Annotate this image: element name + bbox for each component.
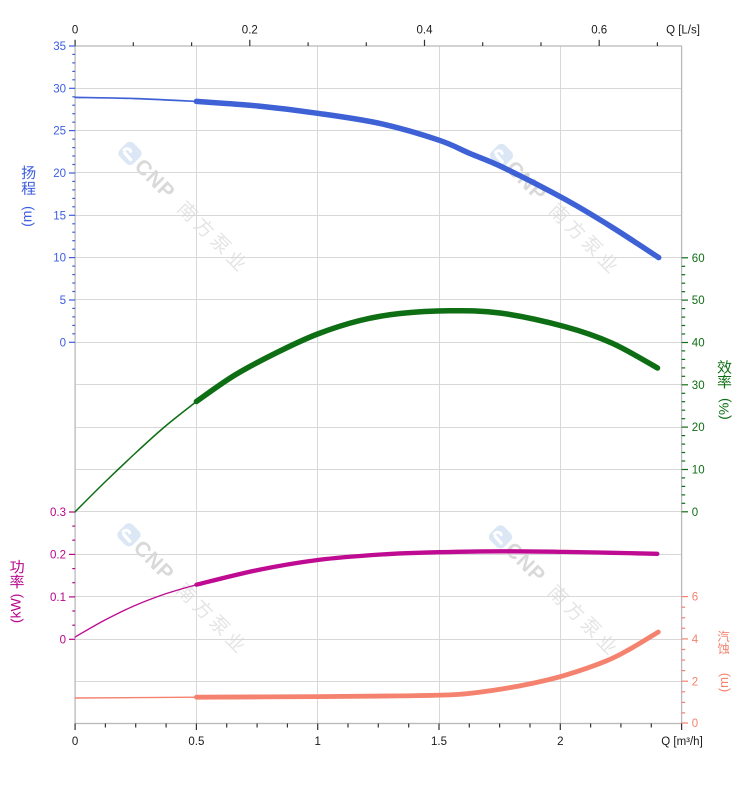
svg-text:15: 15 bbox=[53, 210, 66, 222]
svg-text:0: 0 bbox=[60, 634, 66, 646]
svg-text:5: 5 bbox=[60, 295, 66, 307]
svg-text:(kW): (kW) bbox=[8, 594, 24, 624]
svg-text:10: 10 bbox=[53, 253, 66, 265]
svg-text:0: 0 bbox=[692, 507, 698, 519]
svg-text:0: 0 bbox=[72, 736, 78, 748]
svg-text:40: 40 bbox=[692, 338, 705, 350]
svg-text:25: 25 bbox=[53, 126, 66, 138]
svg-text:0.4: 0.4 bbox=[417, 25, 434, 37]
svg-text:Q [L/s]: Q [L/s] bbox=[666, 25, 700, 37]
svg-text:(%): (%) bbox=[716, 398, 732, 420]
svg-text:0.6: 0.6 bbox=[591, 25, 607, 37]
svg-text:20: 20 bbox=[53, 168, 66, 180]
svg-text:1.5: 1.5 bbox=[431, 736, 447, 748]
svg-text:2: 2 bbox=[692, 676, 698, 688]
svg-text:0.2: 0.2 bbox=[242, 25, 258, 37]
svg-text:(m): (m) bbox=[19, 206, 35, 227]
svg-text:0.3: 0.3 bbox=[50, 507, 66, 519]
svg-text:0: 0 bbox=[60, 337, 66, 349]
svg-text:(m): (m) bbox=[716, 673, 731, 693]
svg-text:50: 50 bbox=[692, 295, 705, 307]
svg-text:10: 10 bbox=[692, 465, 705, 477]
svg-text:0: 0 bbox=[72, 25, 78, 37]
svg-text:0.2: 0.2 bbox=[50, 550, 66, 562]
svg-text:4: 4 bbox=[692, 634, 699, 646]
svg-text:1: 1 bbox=[314, 736, 320, 748]
svg-text:2: 2 bbox=[557, 736, 563, 748]
svg-text:0.1: 0.1 bbox=[50, 592, 66, 604]
svg-text:0.5: 0.5 bbox=[188, 736, 204, 748]
svg-text:30: 30 bbox=[692, 380, 705, 392]
svg-text:6: 6 bbox=[692, 592, 698, 604]
svg-text:30: 30 bbox=[53, 83, 66, 95]
svg-text:60: 60 bbox=[692, 253, 705, 265]
svg-text:0: 0 bbox=[692, 718, 698, 730]
svg-text:35: 35 bbox=[53, 41, 66, 53]
svg-text:Q [m³/h]: Q [m³/h] bbox=[661, 736, 703, 748]
svg-text:20: 20 bbox=[692, 422, 705, 434]
